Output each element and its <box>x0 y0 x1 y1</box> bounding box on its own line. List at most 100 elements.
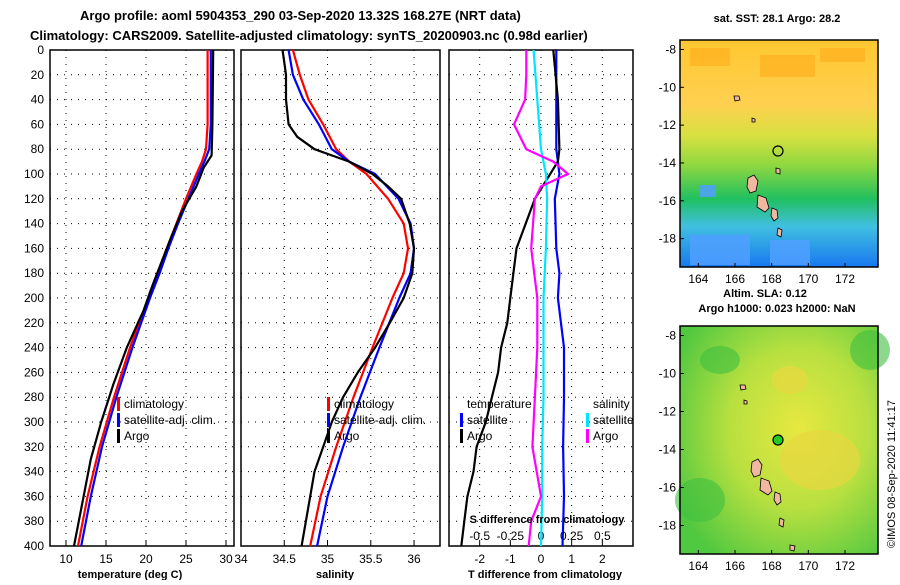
x-tick-label: 34 <box>234 552 248 566</box>
map-x-tick-label: 172 <box>835 272 855 286</box>
legend-swatch-t-argo <box>460 429 463 443</box>
legend-label-climatology: climatology <box>334 397 394 411</box>
sla-map-title-line1: Altim. SLA: 0.12 <box>723 288 807 300</box>
map-y-tick-label: -10 <box>659 80 677 94</box>
depth-tick-label: 160 <box>24 241 44 255</box>
legend-label-s-satellite: satellite <box>593 413 634 427</box>
series-line-argo <box>72 50 215 546</box>
sla-map-title-line2: Argo h1000: 0.023 h2000: NaN <box>698 303 855 315</box>
s-diff-tick-label: -0.5 <box>469 529 490 543</box>
depth-tick-label: 260 <box>24 365 44 379</box>
series-line-climatology <box>291 50 410 546</box>
sla-map <box>675 325 890 555</box>
legend-label-argo: Argo <box>334 429 360 443</box>
depth-tick-label: 40 <box>31 93 45 107</box>
legend-label-t-argo: Argo <box>467 429 493 443</box>
legend-label-argo: Argo <box>124 429 150 443</box>
s-diff-tick-label: 0.25 <box>560 529 584 543</box>
x-tick-label: 35.5 <box>359 552 383 566</box>
sla-low-patches <box>675 330 890 522</box>
temperature-legend: climatology satellite-adj. clim. Argo <box>117 397 216 443</box>
sla-islands <box>739 384 796 552</box>
x-tick-label: 1 <box>568 552 575 566</box>
x-tick-label: 36 <box>407 552 421 566</box>
temperature-curves <box>72 50 215 546</box>
legend-swatch-s-argo <box>586 429 589 443</box>
x-tick-label: 2 <box>599 552 606 566</box>
depth-tick-label: 240 <box>24 341 44 355</box>
depth-axis: 0 20 40 60 80 100 120 140 160 180 200 220 240 260 280 3… <box>24 43 44 553</box>
salinity-grid <box>240 50 440 546</box>
depth-tick-label: 120 <box>24 192 44 206</box>
temperature-x-axis: 10 15 20 25 30 <box>59 552 233 566</box>
salinity-axis-label: salinity <box>316 569 355 580</box>
depth-tick-label: 340 <box>24 465 44 479</box>
depth-tick-label: 0 <box>37 43 44 57</box>
x-tick-label: 15 <box>99 552 113 566</box>
depth-tick-label: 400 <box>24 539 44 553</box>
depth-tick-label: 80 <box>31 142 45 156</box>
legend-label-s-argo: Argo <box>593 429 619 443</box>
map-x-tick-label: 164 <box>688 559 708 573</box>
salinity-curves <box>281 50 416 546</box>
temperature-axis-label: temperature (deg C) <box>78 569 183 580</box>
imos-timestamp: ©IMOS 08-Sep-2020 11:41:17 <box>886 400 898 548</box>
depth-tick-label: 60 <box>31 117 45 131</box>
sla-map-frame <box>679 325 879 555</box>
depth-tick-label: 280 <box>24 390 44 404</box>
legend-swatch-climatology <box>327 397 330 411</box>
series-line-t-satellite <box>553 50 566 546</box>
series-line-t-argo <box>460 50 561 546</box>
x-tick-label: 20 <box>139 552 153 566</box>
salinity-panel <box>240 49 441 547</box>
difference-legend: temperature satellite Argo salinity sate… <box>460 397 634 443</box>
x-tick-label: 30 <box>219 552 233 566</box>
s-difference-axis-label: S difference from climatology <box>470 514 626 526</box>
s-diff-tick-label: 0.5 <box>594 529 611 543</box>
map-y-tick-label: -8 <box>665 42 676 56</box>
legend-label-satellite: satellite-adj. clim. <box>124 413 216 427</box>
depth-tick-label: 20 <box>31 68 45 82</box>
depth-tick-label: 320 <box>24 440 44 454</box>
sla-high-patches <box>772 366 860 490</box>
legend-title-temperature: temperature <box>467 397 532 411</box>
t-difference-axis-label: T difference from climatology <box>468 569 623 580</box>
sst-islands <box>733 95 783 238</box>
x-tick-label: 25 <box>179 552 193 566</box>
x-tick-label: 10 <box>59 552 73 566</box>
difference-x-axis: -2 -1 0 1 2 <box>474 552 606 566</box>
map-y-tick-label: -10 <box>659 367 677 381</box>
map-x-tick-label: 168 <box>762 559 782 573</box>
map-y-tick-label: -14 <box>659 156 677 170</box>
sst-map-axes: 164 166 168 170 172 -8 -10 -12 -14 -16 -18 <box>659 42 856 286</box>
legend-label-t-satellite: satellite <box>467 413 508 427</box>
depth-tick-label: 140 <box>24 217 44 231</box>
legend-title-salinity: salinity <box>593 397 630 411</box>
series-line-argo <box>281 50 416 546</box>
sst-warm-patches <box>690 48 865 77</box>
depth-tick-label: 180 <box>24 266 44 280</box>
map-y-tick-label: -8 <box>665 329 676 343</box>
sst-map-title: sat. SST: 28.1 Argo: 28.2 <box>714 13 841 25</box>
x-tick-label: -2 <box>474 552 485 566</box>
temperature-grid <box>50 50 234 546</box>
map-y-tick-label: -12 <box>659 405 677 419</box>
legend-swatch-climatology <box>117 397 120 411</box>
header-line1: Argo profile: aoml 5904353_290 03-Sep-20… <box>80 8 521 23</box>
sla-map-axes: 164 166 168 170 172 -8 -10 -12 -14 -16 -18 <box>659 329 856 574</box>
depth-tick-label: 200 <box>24 291 44 305</box>
map-x-tick-label: 166 <box>725 559 745 573</box>
legend-label-satellite: satellite-adj. clim. <box>334 413 426 427</box>
x-tick-label: 35 <box>321 552 335 566</box>
sla-argo-marker <box>772 434 784 446</box>
depth-tick-label: 300 <box>24 415 44 429</box>
map-y-tick-label: -18 <box>659 232 677 246</box>
map-y-tick-label: -14 <box>659 443 677 457</box>
map-x-tick-label: 168 <box>762 272 782 286</box>
legend-label-climatology: climatology <box>124 397 184 411</box>
legend-swatch-satellite <box>327 413 330 427</box>
map-y-tick-label: -12 <box>659 118 677 132</box>
sst-map <box>679 39 879 268</box>
map-x-tick-label: 166 <box>725 272 745 286</box>
